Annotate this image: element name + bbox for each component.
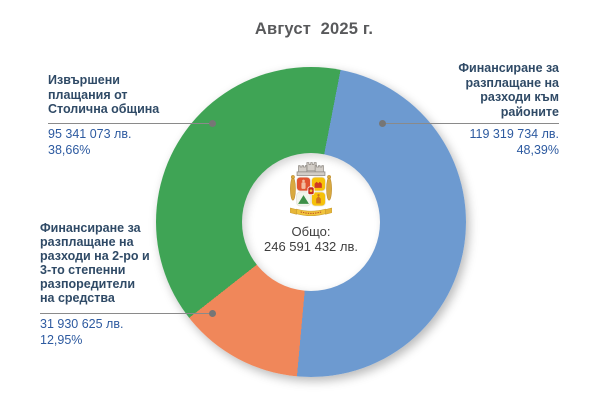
callout-values-orange: 31 930 625 лв. 12,95% — [40, 317, 123, 348]
leader-line-left — [48, 120, 216, 127]
leader-line-bottom-left — [40, 310, 216, 317]
chart-title: Август 2025 г. — [254, 20, 374, 38]
total-value: 246 591 432 лв. — [263, 238, 358, 254]
sofia-coat-of-arms-icon — [290, 162, 332, 217]
callout-amount-green: 95 341 073 лв. — [48, 127, 132, 141]
callout-label-orange: Финансиране за разплащане на разходи на … — [40, 221, 150, 305]
callout-percent-orange: 12,95% — [40, 332, 83, 347]
callout-values-green: 95 341 073 лв. 38,66% — [48, 127, 131, 158]
total-label: Общо: — [291, 224, 331, 239]
callout-label-green: Извършени плащания от Столична община — [48, 73, 160, 116]
callout-percent-green: 38,66% — [48, 142, 91, 157]
callout-values-blue: 119 319 734 лв. 48,39% — [470, 127, 559, 158]
leader-dot-blue — [379, 120, 386, 127]
callout-amount-blue: 119 319 734 лв. — [469, 127, 559, 141]
leader-dot-green — [209, 120, 216, 127]
leader-dot-orange — [209, 310, 216, 317]
donut-hole: Общо: 246 591 432 лв. — [242, 153, 380, 291]
callout-amount-orange: 31 930 625 лв. — [40, 317, 124, 331]
callout-label-blue: Финансиране за разплащане на разходи към… — [458, 61, 559, 119]
leader-line-right — [379, 120, 559, 127]
callout-percent-blue: 48,39% — [516, 142, 559, 157]
